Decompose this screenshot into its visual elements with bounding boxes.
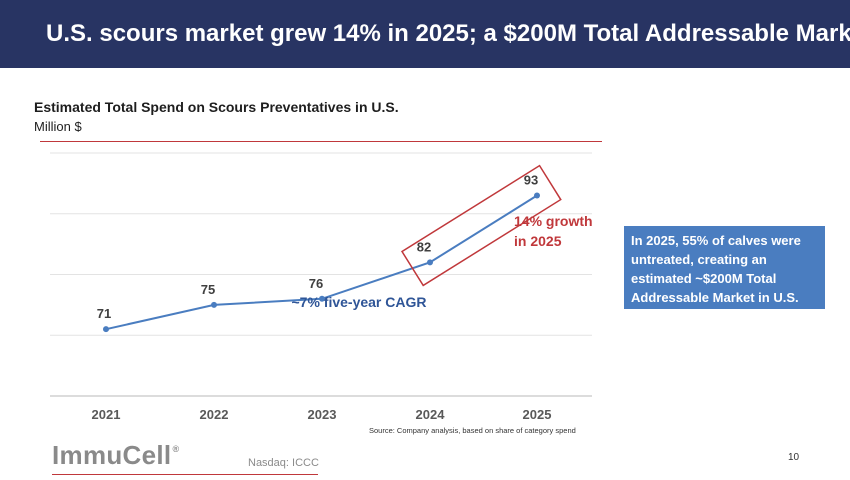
title-divider xyxy=(40,141,602,142)
chart-title: Estimated Total Spend on Scours Preventa… xyxy=(34,99,399,115)
data-label: 71 xyxy=(97,306,111,321)
cagr-annotation: ~7% five-year CAGR xyxy=(291,294,426,310)
data-point xyxy=(427,259,433,266)
page-number: 10 xyxy=(788,452,800,463)
callout-box: In 2025, 55% of calves were untreated, c… xyxy=(624,226,825,309)
data-point xyxy=(319,295,325,302)
x-tick-label: 2025 xyxy=(523,407,552,422)
chart-subtitle: Million $ xyxy=(34,119,82,134)
data-point xyxy=(103,326,109,333)
x-tick-label: 2023 xyxy=(308,407,337,422)
x-tick-label: 2021 xyxy=(92,407,121,422)
ticker-label: Nasdaq: ICCC xyxy=(248,457,319,469)
data-label: 76 xyxy=(309,276,323,291)
title-banner: U.S. scours market grew 14% in 2025; a $… xyxy=(0,0,850,68)
data-point xyxy=(534,192,540,199)
slide-title: U.S. scours market grew 14% in 2025; a $… xyxy=(46,20,850,47)
data-label: 82 xyxy=(417,239,431,254)
data-label: 75 xyxy=(201,282,215,297)
source-note: Source: Company analysis, based on share… xyxy=(369,426,576,435)
logo-text: ImmuCell xyxy=(52,440,172,470)
growth-annotation-line1: 14% growth xyxy=(514,213,593,229)
data-label: 93 xyxy=(524,173,538,188)
immucell-logo: ImmuCell® xyxy=(52,440,179,471)
growth-annotation-line2: in 2025 xyxy=(514,233,562,249)
growth-highlight-box xyxy=(400,164,562,287)
data-point xyxy=(211,301,217,308)
footer-divider xyxy=(52,474,318,475)
x-tick-label: 2024 xyxy=(416,407,446,422)
x-tick-label: 2022 xyxy=(200,407,229,422)
registered-mark: ® xyxy=(172,444,180,454)
